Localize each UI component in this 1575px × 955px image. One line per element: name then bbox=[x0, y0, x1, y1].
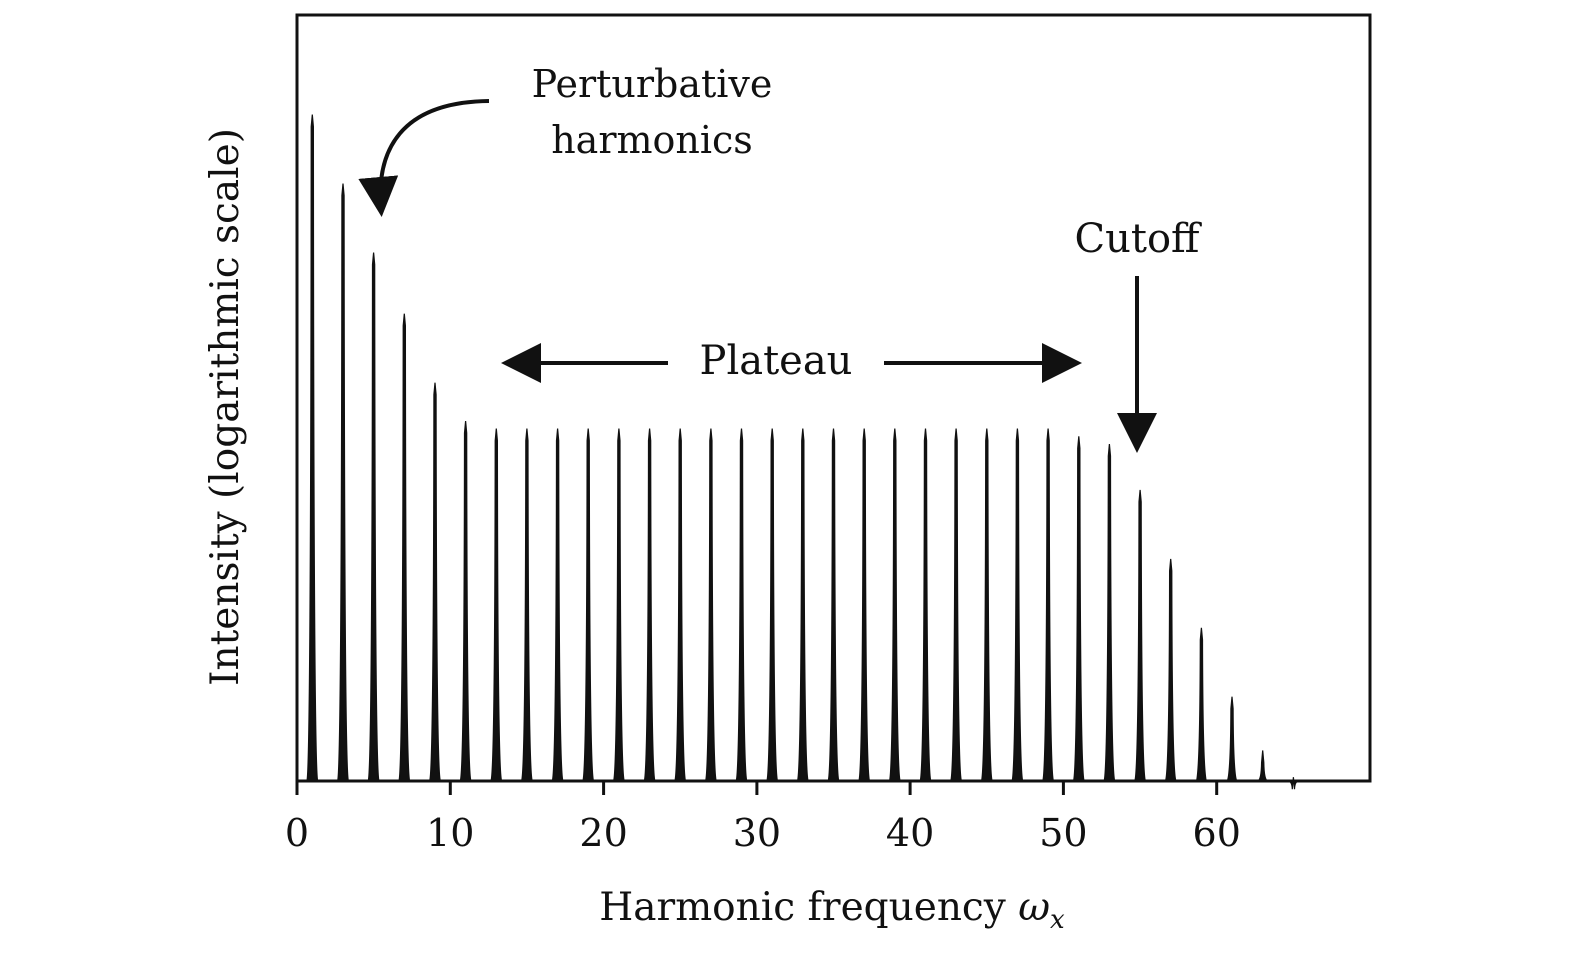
harmonic-peak-23 bbox=[643, 428, 656, 782]
harmonic-peak-55 bbox=[1134, 489, 1147, 782]
harmonic-peak-37 bbox=[858, 428, 871, 782]
x-tick-label-10: 10 bbox=[426, 811, 474, 855]
harmonic-peak-51 bbox=[1072, 436, 1085, 782]
harmonic-peaks bbox=[306, 114, 1299, 790]
harmonic-peak-39 bbox=[888, 428, 901, 782]
harmonic-peak-41 bbox=[919, 428, 932, 782]
x-tick-label-20: 20 bbox=[579, 811, 627, 855]
perturbative-label-line2: harmonics bbox=[551, 118, 753, 162]
harmonic-peak-43 bbox=[950, 428, 963, 782]
harmonic-peak-63 bbox=[1257, 750, 1269, 782]
harmonic-peak-47 bbox=[1011, 428, 1024, 782]
x-axis-ticks: 0 10 20 30 40 50 60 bbox=[285, 781, 1241, 855]
harmonic-peak-21 bbox=[612, 428, 625, 782]
harmonic-peak-57 bbox=[1164, 558, 1177, 782]
harmonic-peak-59 bbox=[1195, 627, 1208, 782]
y-axis-label: Intensity (logarithmic scale) bbox=[203, 128, 248, 686]
harmonic-peak-31 bbox=[766, 428, 779, 782]
harmonic-peak-11 bbox=[459, 420, 472, 782]
harmonic-peak-65 bbox=[1287, 777, 1299, 790]
harmonic-peak-1 bbox=[306, 114, 319, 782]
harmonic-peak-35 bbox=[827, 428, 840, 782]
harmonic-peak-25 bbox=[674, 428, 687, 782]
x-axis-label-omega: ω bbox=[1018, 885, 1050, 930]
perturbative-label-line1: Perturbative bbox=[532, 62, 773, 106]
plateau-label: Plateau bbox=[700, 338, 853, 384]
x-axis-label-subscript: x bbox=[1050, 905, 1065, 935]
cutoff-label: Cutoff bbox=[1075, 216, 1203, 262]
harmonic-peak-15 bbox=[520, 428, 533, 782]
harmonic-peak-53 bbox=[1103, 443, 1116, 782]
perturbative-arrow bbox=[358, 99, 490, 217]
harmonic-peak-45 bbox=[980, 428, 993, 782]
harmonic-peak-9 bbox=[428, 382, 442, 782]
x-axis-label: Harmonic frequency ωx bbox=[599, 885, 1065, 935]
harmonic-peak-33 bbox=[796, 428, 809, 782]
x-tick-label-0: 0 bbox=[285, 811, 309, 855]
harmonic-peak-49 bbox=[1042, 428, 1055, 782]
harmonic-peak-13 bbox=[490, 428, 503, 782]
harmonic-peak-19 bbox=[582, 428, 595, 782]
x-tick-label-30: 30 bbox=[733, 811, 781, 855]
x-tick-label-50: 50 bbox=[1039, 811, 1087, 855]
harmonic-peak-27 bbox=[704, 428, 717, 782]
x-tick-label-60: 60 bbox=[1193, 811, 1241, 855]
x-tick-label-40: 40 bbox=[886, 811, 934, 855]
harmonic-peak-3 bbox=[336, 183, 350, 782]
harmonic-peak-17 bbox=[551, 428, 564, 782]
harmonic-peak-5 bbox=[367, 252, 380, 782]
harmonic-peak-7 bbox=[398, 313, 411, 782]
harmonic-peak-61 bbox=[1225, 696, 1239, 782]
x-axis-label-text: Harmonic frequency bbox=[599, 885, 1018, 930]
harmonic-peak-29 bbox=[735, 428, 748, 782]
